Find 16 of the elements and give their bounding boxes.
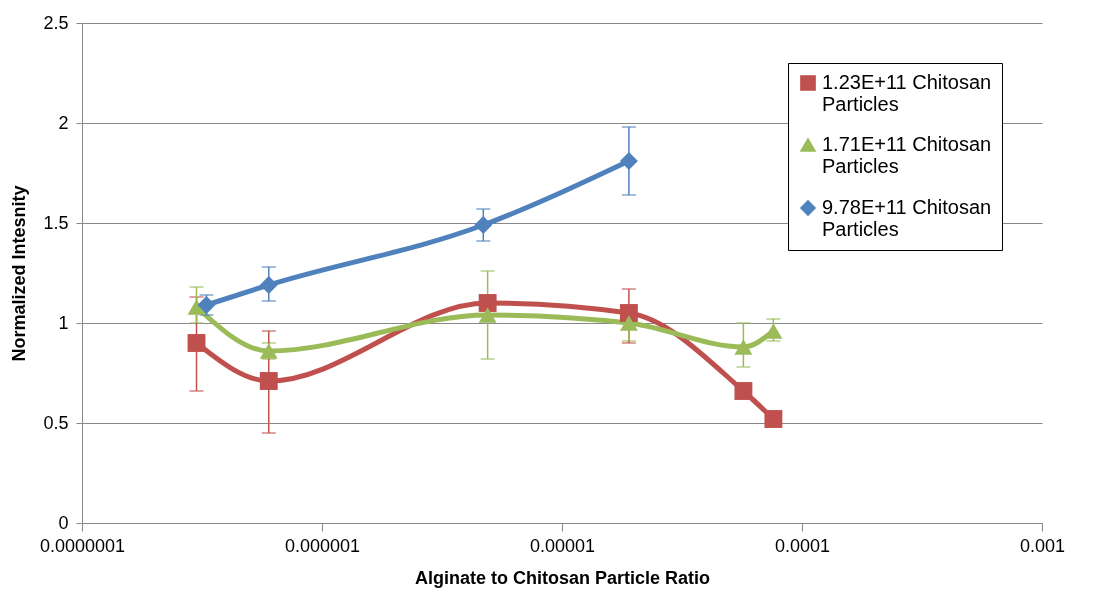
- y-tick-label: 2: [58, 112, 69, 133]
- x-axis-title: Alginate to Chitosan Particle Ratio: [414, 567, 711, 588]
- x-tick-label: 0.000001: [284, 535, 361, 556]
- x-tick-label: 0.0000001: [39, 535, 126, 556]
- y-tick-label: 0: [58, 512, 69, 533]
- x-tick-label: 0.001: [1019, 535, 1066, 556]
- legend-label: 1.71E+11 Chitosan Particles: [822, 133, 992, 177]
- y-tick-label: 1: [58, 312, 69, 333]
- legend-label: 1.23E+11 Chitosan Particles: [822, 71, 992, 115]
- legend-label: 9.78E+11 Chitosan Particles: [822, 196, 992, 240]
- y-tick-label: 0.5: [43, 412, 69, 433]
- y-axis-title: Normalized Intesnity: [9, 185, 30, 362]
- y-tick-label: 2.5: [43, 12, 69, 33]
- y-tick-label: 1.5: [43, 212, 69, 233]
- x-tick-label: 0.00001: [529, 535, 596, 556]
- x-tick-label: 0.0001: [774, 535, 831, 556]
